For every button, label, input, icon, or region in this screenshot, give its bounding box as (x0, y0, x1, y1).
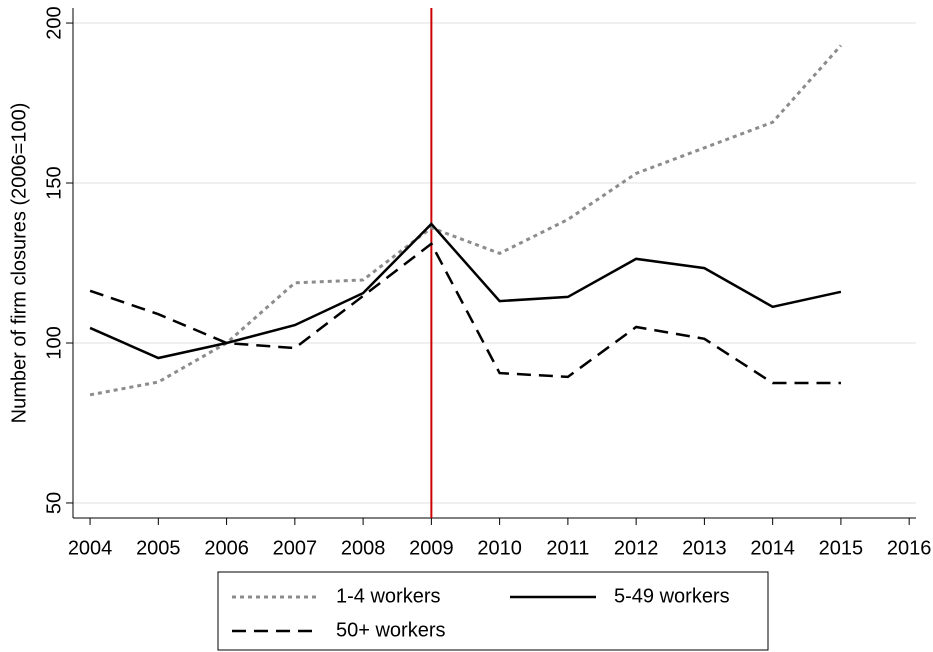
x-tick-label: 2010 (477, 537, 522, 559)
x-tick-label: 2004 (68, 537, 113, 559)
x-tick-label: 2009 (409, 537, 454, 559)
x-tick-label: 2008 (341, 537, 386, 559)
y-tick-label: 100 (43, 326, 65, 359)
y-tick-label: 150 (43, 166, 65, 199)
x-tick-label: 2016 (887, 537, 932, 559)
y-axis-label: Number of firm closures (2006=100) (8, 103, 30, 424)
line-series (89, 241, 841, 385)
legend-label: 1-4 workers (336, 585, 440, 607)
y-tick-label: 50 (43, 492, 65, 514)
x-tick-label: 2014 (750, 537, 795, 559)
x-tick-label: 2013 (682, 537, 727, 559)
x-tick-label: 2006 (204, 537, 249, 559)
x-tick-label: 2005 (136, 537, 181, 559)
x-tick-label: 2007 (273, 537, 318, 559)
legend-box (217, 571, 769, 651)
legend-label: 5-49 workers (614, 585, 730, 607)
line-series (89, 44, 843, 397)
line-series (89, 222, 842, 360)
y-tick-label: 200 (43, 6, 65, 39)
x-tick-label: 2011 (546, 537, 589, 559)
x-tick-label: 2015 (819, 537, 864, 559)
x-tick-label: 2012 (614, 537, 659, 559)
legend-label: 50+ workers (336, 619, 446, 641)
